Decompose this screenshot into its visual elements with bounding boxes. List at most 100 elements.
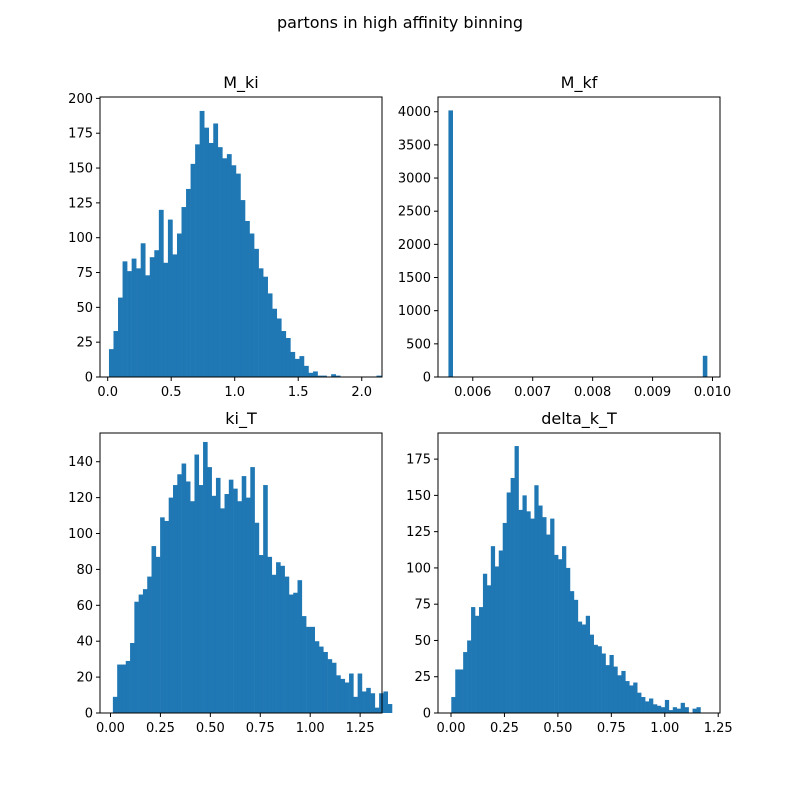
x-tick-label: 0.25	[146, 721, 175, 736]
histogram-bar	[281, 331, 287, 377]
histogram-bar	[589, 634, 594, 713]
histogram-bar	[645, 701, 650, 713]
histogram-bar	[459, 669, 464, 713]
histogram-bar	[313, 371, 318, 377]
histogram-bar	[597, 646, 602, 713]
bars	[448, 110, 708, 378]
histogram-bar	[522, 495, 527, 713]
histogram-bar	[176, 233, 182, 377]
histogram-bar	[284, 576, 290, 713]
histogram-bar	[151, 546, 157, 713]
histogram-bar	[370, 693, 376, 713]
subplot-title: ki_T	[225, 409, 257, 429]
histogram-bar	[573, 599, 579, 713]
y-tick-label: 125	[406, 525, 431, 540]
y-tick-label: 125	[68, 196, 93, 211]
y-tick-label: 140	[68, 455, 93, 470]
y-tick-label: 50	[76, 301, 93, 316]
histogram-bar	[310, 626, 315, 713]
y-tick-label: 175	[68, 127, 93, 142]
histogram-bar	[121, 664, 127, 713]
histogram-bar	[190, 163, 196, 377]
histogram-bar	[340, 678, 346, 713]
y-tick-label: 0	[423, 371, 431, 386]
histogram-bar	[641, 697, 646, 713]
histogram-bar	[613, 666, 618, 713]
histogram-bar	[254, 522, 260, 713]
subplot: 0.006 0.007 0.008 0.009 0.010 0 500 1000 1500 200…	[398, 73, 731, 400]
y-tick-label: 50	[414, 634, 431, 649]
histogram-bar	[336, 675, 341, 713]
histogram-bar	[349, 673, 354, 713]
histogram-bar	[605, 665, 610, 713]
y-tick-label: 150	[406, 489, 431, 504]
histogram-bar	[217, 147, 223, 377]
histogram-bar	[617, 675, 622, 713]
histogram-bar	[215, 477, 221, 713]
histogram-bar	[113, 331, 119, 377]
y-tick-label: 80	[76, 563, 93, 578]
histogram-bar	[297, 580, 303, 713]
y-tick-label: 200	[68, 92, 93, 107]
histogram-bar	[122, 261, 128, 377]
histogram-bar	[245, 497, 251, 713]
histogram-bar	[138, 594, 144, 713]
histogram-bar	[177, 474, 182, 713]
histogram-bar	[357, 673, 363, 713]
histogram-bar	[301, 616, 307, 713]
histogram-bar	[195, 144, 200, 377]
histogram-bar	[506, 492, 511, 713]
x-tick-label: 0.5	[161, 385, 182, 400]
histogram-bar	[250, 467, 255, 713]
histogram-bar	[226, 154, 232, 377]
histogram-bar	[308, 372, 314, 377]
histogram-bar	[335, 375, 341, 377]
histogram-bar	[653, 704, 658, 713]
histogram-bar	[194, 454, 200, 713]
x-tick-label: 0.75	[246, 721, 275, 736]
histogram-bar	[207, 467, 212, 713]
x-tick-label: 1.00	[650, 721, 679, 736]
histogram-bar	[190, 501, 195, 713]
histogram-bar	[649, 698, 654, 713]
y-tick-label: 20	[76, 671, 93, 686]
histogram-bar	[463, 652, 468, 713]
histogram-bar	[231, 165, 237, 377]
histogram-bar	[530, 518, 535, 713]
histogram-bar	[118, 297, 123, 377]
histogram-bar	[117, 664, 122, 713]
x-tick-label: 1.00	[296, 721, 325, 736]
histogram-bar	[172, 254, 178, 377]
histogram-bar	[288, 594, 294, 713]
histogram-bar	[514, 446, 519, 713]
histogram-bar	[633, 682, 638, 713]
histogram-bar	[228, 479, 234, 713]
histogram-bar	[127, 271, 132, 377]
y-tick-label: 2000	[398, 238, 431, 253]
x-tick-label: 0.75	[597, 721, 626, 736]
histogram-bar	[142, 589, 148, 713]
y-tick-label: 150	[68, 162, 93, 177]
histogram-bar	[569, 591, 575, 713]
histogram-bar	[130, 643, 135, 713]
subplot-title: delta_k_T	[541, 409, 617, 429]
histogram-bar	[455, 669, 460, 713]
subplot: 0.00 0.25 0.50 0.75 1.00 1.25 0 25 50 75 100 125 150…	[406, 409, 733, 736]
histogram-bar	[379, 693, 384, 713]
x-tick-label: 0.010	[694, 385, 731, 400]
y-tick-label: 25	[414, 670, 431, 685]
histogram-bar	[451, 697, 456, 713]
histogram-bar	[680, 702, 685, 713]
histogram-bar	[510, 477, 515, 713]
histogram-bar	[387, 704, 393, 713]
histogram-bar	[314, 641, 320, 713]
histogram-bar	[263, 276, 268, 377]
histogram-bar	[585, 615, 591, 713]
histogram-bar	[502, 522, 507, 713]
x-tick-label: 2.0	[351, 385, 372, 400]
histogram-bar	[383, 691, 388, 713]
histogram-bar	[637, 692, 642, 713]
histogram-bar	[267, 556, 273, 713]
histogram-bar	[562, 546, 567, 713]
axes-frame	[99, 96, 383, 378]
